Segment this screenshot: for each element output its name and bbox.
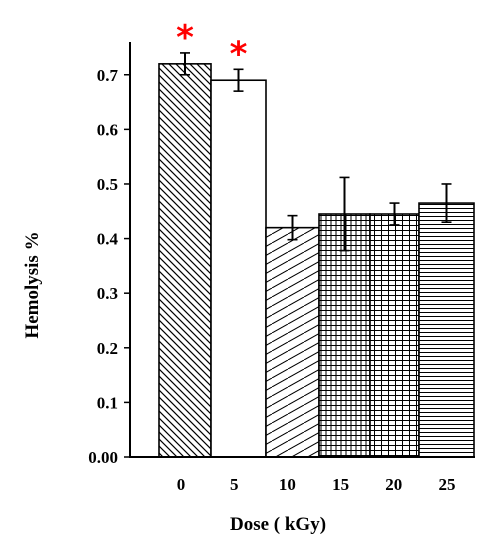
y-tick-label: 0.5 (97, 175, 118, 194)
bar-15-kgy (318, 213, 371, 458)
significance-star: * (176, 18, 194, 58)
bars-group (158, 63, 475, 458)
bar-0-kgy (158, 63, 212, 458)
x-tick-label: 5 (230, 475, 239, 494)
y-tick-label: 0.6 (97, 120, 118, 139)
x-axis-ticks: 0 5 10 15 20 25 (177, 475, 456, 494)
x-tick-label: 15 (332, 475, 349, 494)
x-axis-title: Dose ( kGy) (230, 514, 326, 535)
significance-star: * (230, 34, 248, 74)
y-axis-title: Hemolysis % (22, 231, 43, 338)
x-tick-label: 0 (177, 475, 186, 494)
x-tick-label: 25 (439, 475, 456, 494)
y-tick-label: 0.1 (97, 393, 118, 412)
bar-5-kgy (210, 79, 267, 458)
y-tick-label: 0.2 (97, 339, 118, 358)
y-axis-ticks: 0.00 0.1 0.2 0.3 0.4 0.5 0.6 0.7 (88, 66, 130, 467)
error-bars-group (180, 52, 452, 252)
x-tick-label: 10 (279, 475, 296, 494)
bar-20-kgy (369, 213, 420, 458)
y-tick-label: 0.7 (97, 66, 119, 85)
significance-markers: * * (176, 18, 248, 74)
x-tick-label: 20 (385, 475, 402, 494)
bar-25-kgy (418, 202, 475, 458)
bar-10-kgy (265, 226, 320, 458)
y-tick-label: 0.4 (97, 230, 119, 249)
y-tick-label: 0.3 (97, 284, 118, 303)
y-tick-label: 0.00 (88, 448, 118, 467)
